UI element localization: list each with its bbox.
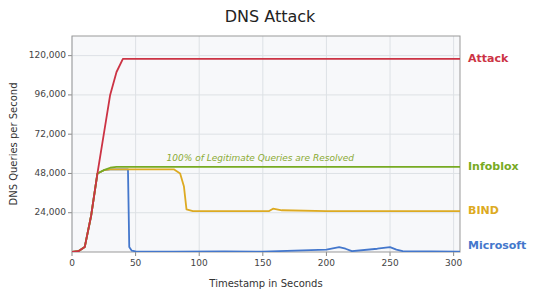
tick-label: 100 [191,258,208,268]
title: DNS Attack [225,7,316,26]
legend: Attack Infoblox BIND Microsoft [468,52,526,252]
tick-label: 48,000 [35,168,67,178]
grid-line [199,36,200,252]
annotation: 100% of Legitimate Queries are Resolved [167,153,355,163]
grid-line [326,36,327,252]
tick-mark [390,252,391,256]
tick-mark [68,134,72,135]
plot-frame [72,36,460,252]
tick-label: 24,000 [35,207,67,217]
grid-line [453,36,454,252]
grid-line [72,173,460,174]
tick-mark [262,252,263,256]
tick-label: 200 [318,258,335,268]
grid-line [72,212,460,213]
tick-label: 72,000 [35,129,67,139]
grid-line [390,36,391,252]
grid [72,36,460,252]
tick-label: 150 [254,258,271,268]
tick-mark [68,94,72,95]
tick-mark [68,212,72,213]
grid-line [72,134,460,135]
legend-label: Attack [468,52,509,65]
tick-mark [68,55,72,56]
grid-line [135,36,136,252]
tick-label: 250 [381,258,398,268]
grid-line [72,55,460,56]
tick-mark [72,252,73,256]
tick-label: 120,000 [29,50,66,60]
tick-mark [135,252,136,256]
legend-label: BIND [468,204,499,217]
tick-mark [453,252,454,256]
legend-label: Infoblox [468,160,519,173]
tick-label: 96,000 [35,89,67,99]
series-line [72,169,460,252]
tick-label: 0 [69,258,75,268]
tick-mark [326,252,327,256]
series-line [72,167,460,252]
tick-mark [68,173,72,174]
tick-mark [199,252,200,256]
legend-label: Microsoft [468,239,526,252]
y-axis-label: DNS Queries per Second [8,82,19,205]
series-line [72,59,460,252]
tick-label: 50 [130,258,142,268]
grid-line [72,94,460,95]
chart: 24,000 48,000 72,000 96,000 120,000 0 50 100 150… [0,0,540,297]
series-group [72,59,460,252]
series-line [72,169,460,252]
grid-line [262,36,263,252]
tick-label: 300 [445,258,462,268]
plot-area [72,36,460,252]
x-axis-label: Timestamp in Seconds [208,278,322,289]
